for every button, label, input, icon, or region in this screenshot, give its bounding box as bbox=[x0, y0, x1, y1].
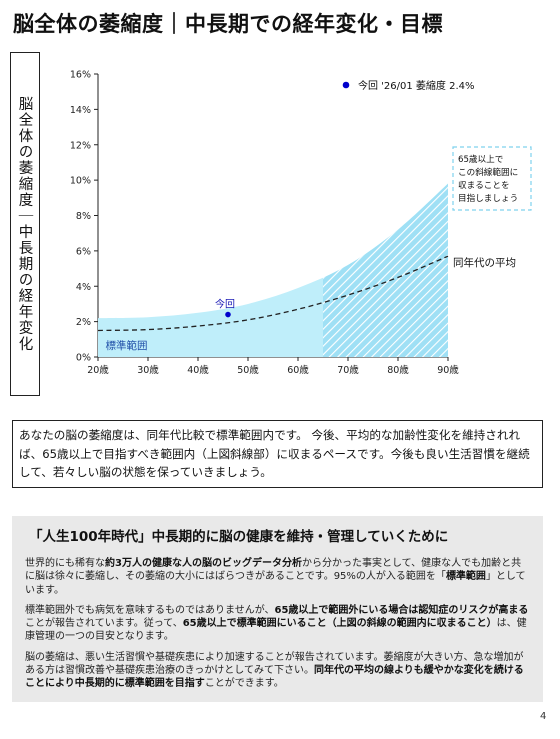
current-value-point bbox=[225, 311, 231, 318]
info-paragraph-2: 標準範囲外でも病気を意味するものではありませんが、65歳以上で範囲外にいる場合は… bbox=[25, 604, 529, 643]
target-note-line-3: 収まることを bbox=[458, 179, 510, 191]
y-tick-label: 16% bbox=[70, 70, 91, 81]
y-tick-label: 14% bbox=[70, 105, 91, 116]
target-note-box bbox=[452, 146, 532, 211]
info-section: 「人生100年時代」中長期的に脳の健康を維持・管理していくために 世界的にも稀有… bbox=[12, 516, 543, 702]
legend-current-value: 今回 '26/01 萎縮度 2.4% bbox=[358, 79, 475, 92]
info-paragraph-3: 脳の萎縮は、悪い生活習慣や基礎疾患により加速することが報告されています。萎縮度が… bbox=[25, 651, 524, 690]
x-tick-label: 30歳 bbox=[137, 364, 159, 376]
target-hatched-area bbox=[323, 183, 448, 357]
atrophy-chart: 0% 2% 4% 6% 8% 10% 12% 14% 16% 20歳 30歳 40歳 50歳 60歳 70歳… bbox=[70, 70, 532, 377]
y-tick-label: 6% bbox=[76, 246, 91, 257]
axes: 0% 2% 4% 6% 8% 10% 12% 14% 16% 20歳 30歳 40歳 50歳 60歳 70歳… bbox=[70, 70, 459, 377]
y-tick-label: 2% bbox=[76, 317, 91, 328]
vertical-chart-label: 脳全体の萎縮度｜中長期の経年変化 bbox=[10, 52, 40, 396]
target-note-line-2: この斜線範囲に bbox=[458, 166, 518, 178]
x-tick-label: 20歳 bbox=[87, 364, 109, 376]
target-note-line-4: 目指しましょう bbox=[458, 192, 518, 204]
x-tick-label: 40歳 bbox=[187, 364, 209, 376]
age-average-label: 同年代の平均 bbox=[453, 256, 516, 269]
current-point-label: 今回 bbox=[215, 298, 235, 311]
x-tick-label: 50歳 bbox=[237, 364, 259, 376]
x-tick-label: 80歳 bbox=[387, 364, 409, 376]
age-average-line bbox=[97, 255, 449, 332]
y-tick-label: 12% bbox=[70, 140, 91, 151]
x-tick-label: 70歳 bbox=[337, 364, 359, 376]
x-tick-label: 90歳 bbox=[437, 364, 459, 376]
info-paragraph-1: 世界的にも稀有な約3万人の健康な人の脳のビッグデータ分析から分かった事実として、… bbox=[25, 558, 526, 596]
y-tick-label: 4% bbox=[76, 282, 91, 293]
info-heading: 「人生100年時代」中長期的に脳の健康を維持・管理していくために bbox=[29, 529, 449, 545]
page-title: 脳全体の萎縮度｜中長期での経年変化・目標 bbox=[13, 12, 443, 36]
y-tick-label: 8% bbox=[76, 211, 91, 222]
y-tick-label: 10% bbox=[70, 176, 91, 187]
y-tick-label: 0% bbox=[76, 353, 91, 364]
vertical-label-text: 脳全体の萎縮度｜中長期の経年変化 bbox=[16, 96, 33, 352]
target-note-line-1: 65歳以上で bbox=[458, 153, 503, 165]
x-tick-label: 60歳 bbox=[287, 364, 309, 376]
normal-range-label: 標準範囲 bbox=[106, 339, 148, 352]
summary-box: あなたの脳の萎縮度は、同年代比較で標準範囲内です。 今後、平均的な加齢性変化を維… bbox=[12, 420, 543, 488]
legend-marker bbox=[342, 81, 350, 89]
page-number: 4 bbox=[540, 711, 547, 722]
